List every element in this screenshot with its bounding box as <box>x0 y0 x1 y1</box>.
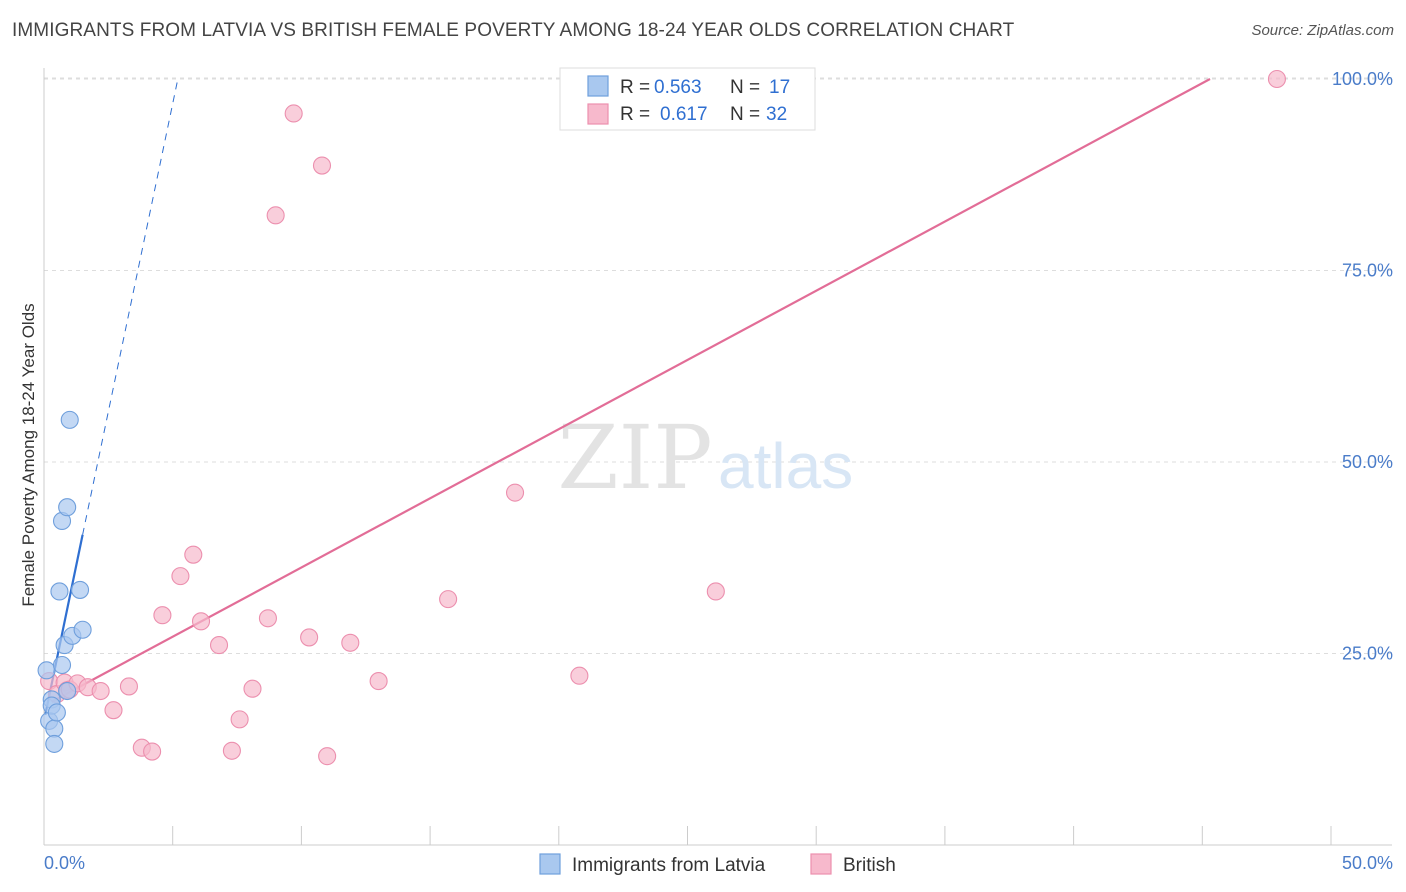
point-british <box>222 741 241 760</box>
source-label: Source: ZipAtlas.com <box>1251 22 1394 39</box>
point-latvia <box>45 719 64 738</box>
point-british <box>369 672 388 691</box>
point-british <box>318 747 337 766</box>
point-latvia <box>73 620 92 639</box>
point-british <box>341 633 360 652</box>
legend-n-value-british: 32 <box>766 104 787 125</box>
point-british <box>706 582 725 601</box>
legend-bottom-swatch-british <box>810 853 832 875</box>
point-british <box>153 606 172 625</box>
point-latvia <box>37 661 56 680</box>
point-british <box>1267 69 1286 89</box>
point-latvia <box>45 734 64 753</box>
point-british <box>284 104 303 123</box>
y-tick-label: 75.0% <box>1342 261 1393 281</box>
legend-swatch-latvia <box>587 75 609 97</box>
y-axis-label: Female Poverty Among 18-24 Year Olds <box>19 303 38 606</box>
point-british <box>243 679 262 698</box>
legend-r-label-latvia: R = <box>620 77 650 98</box>
legend-bottom-swatch-latvia <box>539 853 561 875</box>
trend-lines <box>44 78 1211 716</box>
point-latvia <box>58 498 77 517</box>
point-latvia <box>50 582 69 601</box>
legend-bottom-label-latvia: Immigrants from Latvia <box>572 855 766 876</box>
legend-r-value-british: 0.617 <box>660 104 708 125</box>
point-latvia <box>58 681 77 701</box>
x-tick-label-max: 50.0% <box>1342 853 1393 873</box>
x-tick-label-min: 0.0% <box>44 853 85 873</box>
legend-r-label-british: R = <box>620 104 650 125</box>
y-tick-label: 25.0% <box>1342 644 1393 664</box>
point-british <box>258 609 277 628</box>
point-british <box>119 677 138 696</box>
watermark-atlas: atlas <box>718 430 853 502</box>
watermark-zip: ZIP <box>557 406 712 509</box>
point-british <box>91 681 110 701</box>
legend-n-value-latvia: 17 <box>769 77 790 98</box>
point-british <box>209 636 229 655</box>
data-points <box>37 69 1286 766</box>
legend-r-value-latvia: 0.563 <box>654 77 702 98</box>
y-tick-label: 50.0% <box>1342 452 1393 472</box>
point-latvia <box>52 655 72 675</box>
point-british <box>266 206 285 225</box>
point-british <box>312 156 332 175</box>
point-british <box>505 483 525 502</box>
point-british <box>300 628 319 647</box>
point-latvia <box>60 410 79 429</box>
point-latvia <box>47 703 66 722</box>
watermark: ZIP atlas <box>557 406 853 509</box>
legend-n-label-british: N = <box>730 104 760 125</box>
point-british <box>171 567 190 586</box>
point-british <box>184 545 203 564</box>
point-british <box>104 701 123 720</box>
legend-swatch-british <box>587 103 609 125</box>
legend-n-label-latvia: N = <box>730 77 760 98</box>
trend-line-latvia-extension <box>82 78 179 535</box>
point-british <box>143 742 162 761</box>
legend-bottom-label-british: British <box>843 855 896 876</box>
y-tick-label: 100.0% <box>1332 69 1393 89</box>
chart-title: IMMIGRANTS FROM LATVIA VS BRITISH FEMALE… <box>12 20 1015 41</box>
point-latvia <box>70 580 90 599</box>
legend-stats: R = 0.563 N = 17 R = 0.617 N = 32 <box>559 67 816 131</box>
point-british <box>439 590 458 609</box>
point-british <box>230 710 249 729</box>
point-british <box>191 612 211 631</box>
grid-lines <box>44 77 1392 654</box>
trend-line-british <box>51 78 1211 703</box>
tick-labels: 25.0% 50.0% 75.0% 100.0% 0.0% 50.0% <box>44 69 1393 873</box>
legend-series: Immigrants from Latvia British <box>539 853 896 876</box>
point-british <box>570 666 589 685</box>
